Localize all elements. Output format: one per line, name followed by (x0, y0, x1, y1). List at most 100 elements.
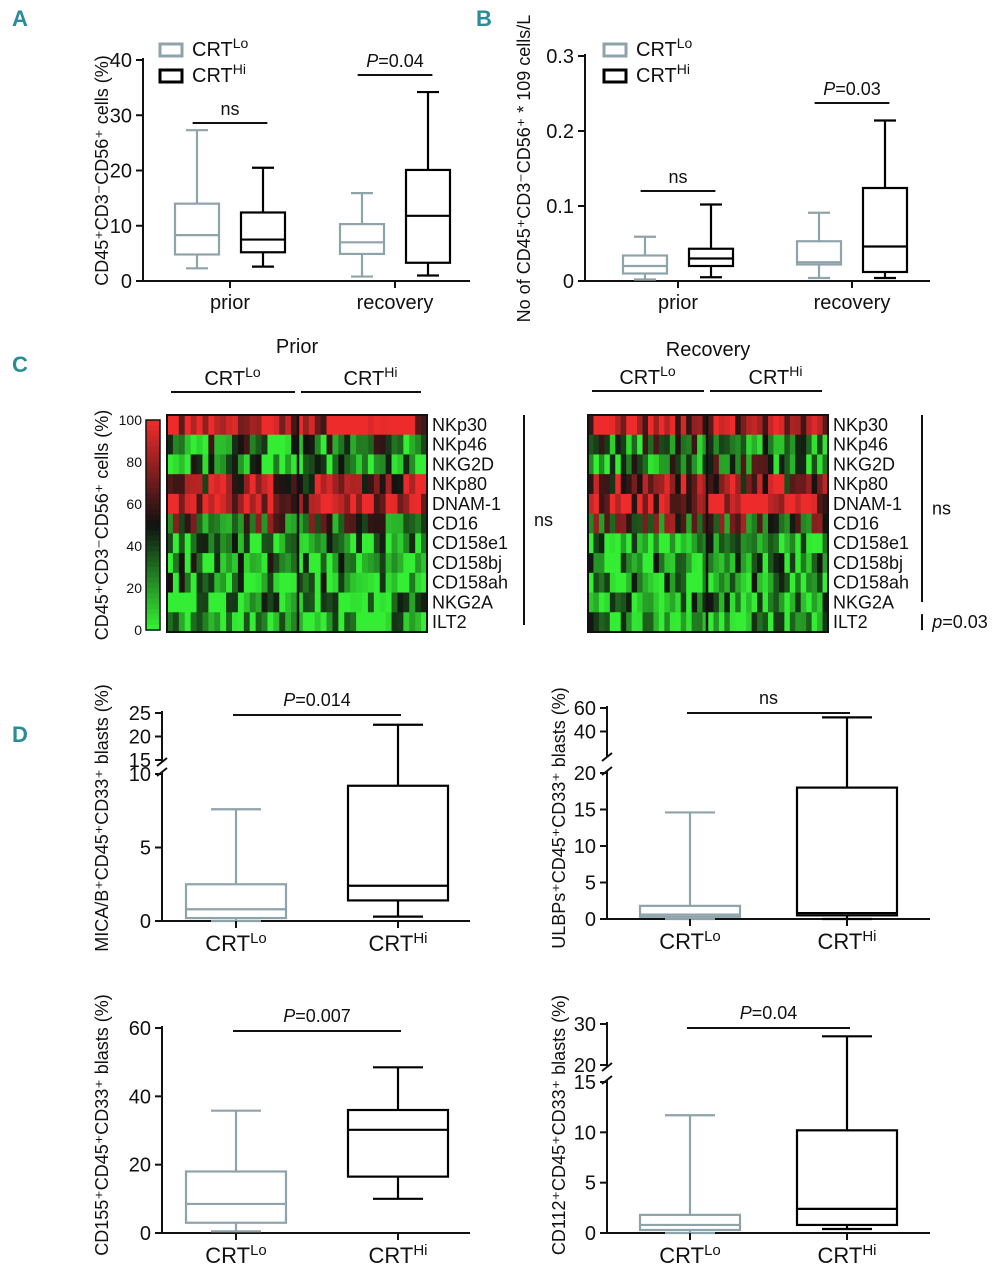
heat-cell (379, 572, 387, 594)
heat-cell (675, 612, 682, 633)
heat-cell (362, 434, 369, 456)
panel-letter-a: A (12, 6, 28, 31)
x-tick-label: recovery (357, 292, 434, 314)
crt-sup: Hi (413, 930, 427, 947)
heat-cell (729, 493, 736, 515)
heat-cell (784, 572, 791, 594)
heat-cell (713, 513, 720, 534)
heat-cell (279, 612, 286, 633)
heat-cell (784, 533, 791, 554)
heat-cell (653, 572, 660, 594)
heat-cell (795, 454, 802, 475)
heat-cell (724, 415, 731, 436)
heat-cell (202, 553, 209, 574)
heat-cell (226, 572, 233, 594)
heat-cell (403, 513, 410, 534)
heat-cell (208, 434, 215, 456)
heat-cell (746, 572, 753, 594)
heat-cell (273, 513, 280, 534)
heat-cell (598, 434, 605, 456)
y-tick-label: 30 (110, 105, 132, 127)
heat-cell (806, 474, 813, 495)
heat-cell (680, 592, 687, 613)
x-tick-label-lo: CRTLo (659, 928, 721, 954)
heat-cell (697, 612, 704, 633)
heat-cell (320, 474, 328, 495)
heat-cell (267, 553, 274, 574)
colorbar-cell (146, 582, 160, 589)
heat-cell (746, 493, 753, 515)
heat-cell (762, 474, 769, 495)
colorbar-tick: 20 (126, 580, 142, 596)
y-tick-label: 15 (574, 1072, 596, 1094)
heat-cell (338, 434, 345, 456)
heat-cell (403, 493, 410, 515)
colorbar-cell (146, 504, 160, 510)
box-iqr (638, 904, 742, 918)
heat-cell (267, 434, 274, 456)
legend-swatch-hi (602, 68, 628, 84)
colorbar-tick: 80 (126, 454, 142, 470)
heat-cell (196, 592, 204, 613)
heat-cell (658, 513, 665, 534)
heat-cell (800, 553, 807, 574)
heat-cell (768, 493, 775, 515)
heat-cell (789, 474, 796, 495)
heat-cell (778, 572, 785, 594)
heat-cell (379, 474, 387, 495)
heat-cell (724, 434, 731, 456)
heat-cell (713, 493, 720, 515)
heat-cell (795, 474, 802, 495)
heat-cell (648, 415, 655, 436)
heat-cell (243, 533, 251, 554)
heat-cell (768, 434, 775, 456)
heat-cell (620, 612, 627, 633)
heat-cell (214, 533, 221, 554)
heat-cell (789, 493, 796, 515)
heat-cell (208, 553, 215, 574)
heat-cell (588, 434, 595, 456)
colorbar-cell (146, 535, 160, 542)
box-hi (795, 1035, 899, 1231)
heat-cell (220, 533, 227, 554)
legend-sup: Hi (677, 61, 690, 77)
heat-cell (648, 434, 655, 456)
heat-cell (729, 612, 736, 633)
heat-cell (338, 474, 345, 495)
heat-cell (237, 493, 245, 515)
box-iqr (184, 883, 288, 920)
heat-cell (291, 415, 298, 436)
heat-cell (397, 474, 404, 495)
heat-cell (373, 553, 381, 574)
heat-cell (773, 592, 780, 613)
heat-cell (653, 415, 660, 436)
heat-cell (237, 612, 245, 633)
crt-text: CRT (749, 367, 790, 389)
heat-cell (379, 592, 387, 613)
colorbar-cell (146, 456, 160, 463)
heat-cell (273, 454, 280, 475)
row-label: NKp30 (432, 415, 487, 435)
heat-cell (669, 612, 676, 633)
heat-cell (800, 434, 807, 456)
heat-cell (220, 572, 227, 594)
heat-cell (598, 493, 605, 515)
heat-cell (702, 493, 709, 515)
box-hi (795, 716, 899, 921)
heat-cell (261, 434, 269, 456)
heat-cell (735, 553, 742, 574)
heat-cell (746, 612, 753, 633)
row-label: ILT2 (833, 612, 868, 632)
heat-cell (285, 572, 292, 594)
heat-cell (811, 513, 818, 534)
heat-cell (356, 434, 363, 456)
heat-cell (751, 474, 758, 495)
heat-cell (691, 474, 698, 495)
heat-cell (626, 454, 633, 475)
heat-cell (172, 533, 180, 554)
heat-cell (261, 415, 269, 436)
heat-cell (626, 572, 633, 594)
heat-cell (385, 533, 393, 554)
heat-cell (273, 612, 280, 633)
heat-cell (367, 434, 375, 456)
